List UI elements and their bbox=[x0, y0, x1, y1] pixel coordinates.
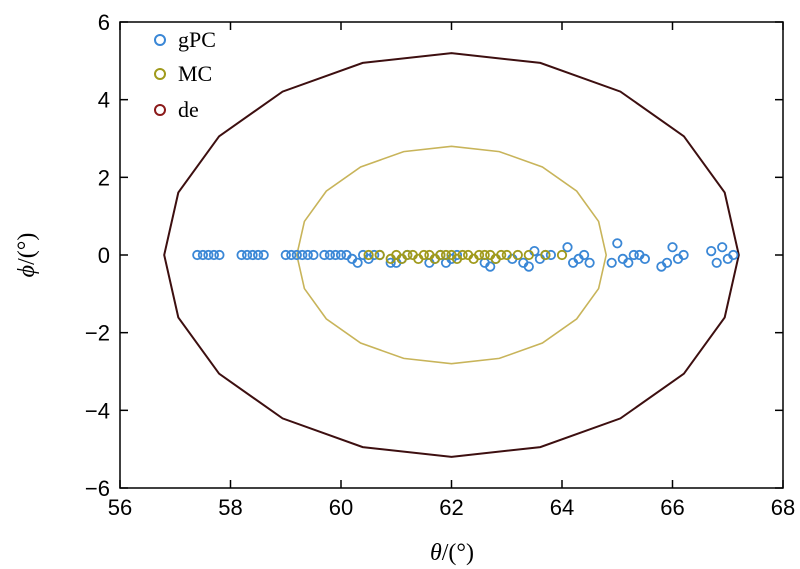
mc-point bbox=[496, 249, 507, 261]
y-tick-label: −4 bbox=[85, 398, 110, 423]
mc-point bbox=[512, 249, 523, 261]
points-layer bbox=[192, 238, 739, 272]
inner-boundary bbox=[295, 145, 608, 365]
gpc-point bbox=[706, 246, 717, 257]
x-tick-label: 64 bbox=[550, 495, 574, 520]
gpc-point bbox=[628, 249, 639, 261]
y-axis-symbol: ϕ bbox=[14, 265, 40, 277]
gpc-point bbox=[578, 249, 590, 261]
gpc-point bbox=[286, 249, 297, 261]
gpc-point bbox=[562, 242, 573, 253]
mc-point bbox=[501, 249, 512, 261]
gpc-point bbox=[197, 249, 208, 261]
y-tick-label: 0 bbox=[98, 243, 110, 268]
gpc-point bbox=[369, 249, 380, 261]
gpc-point bbox=[319, 249, 330, 261]
legend-label-gpc: gPC bbox=[178, 27, 216, 52]
y-tick-label: −2 bbox=[85, 321, 110, 346]
gpc-point bbox=[203, 249, 214, 261]
gpc-point bbox=[297, 249, 308, 261]
gpc-point bbox=[667, 242, 678, 253]
gpc-point bbox=[623, 257, 634, 268]
gpc-point bbox=[236, 249, 247, 261]
gpc-point bbox=[192, 249, 203, 261]
gpc-point bbox=[678, 249, 689, 261]
mc-point bbox=[473, 249, 485, 261]
y-tick-label: 2 bbox=[98, 165, 110, 190]
gpc-point bbox=[280, 249, 291, 261]
legend-marker-gpc bbox=[154, 34, 166, 46]
gpc-point bbox=[584, 257, 595, 268]
legend-marker-mc bbox=[154, 68, 166, 80]
y-tick-label: 4 bbox=[98, 88, 110, 113]
x-tick-label: 62 bbox=[439, 495, 463, 520]
gpc-point bbox=[258, 249, 269, 261]
y-axis-label: ϕ/(°) bbox=[14, 233, 40, 278]
boundary-layer bbox=[163, 52, 740, 458]
gpc-point bbox=[208, 249, 219, 261]
gpc-point bbox=[242, 249, 253, 261]
mc-point bbox=[523, 249, 534, 261]
legend: gPC MC de bbox=[154, 27, 216, 122]
gpc-point bbox=[253, 249, 264, 261]
gpc-point bbox=[352, 257, 363, 268]
gpc-point bbox=[451, 249, 463, 261]
gpc-point bbox=[545, 249, 557, 261]
x-axis-unit: /(°) bbox=[442, 540, 474, 566]
x-axis-symbol: θ bbox=[430, 540, 442, 566]
gpc-point bbox=[612, 238, 623, 249]
gpc-point bbox=[324, 249, 335, 261]
legend-marker-de bbox=[154, 104, 166, 116]
x-tick-label: 68 bbox=[771, 495, 795, 520]
outer-boundary bbox=[163, 52, 740, 458]
mc-point bbox=[435, 249, 446, 261]
gpc-point bbox=[385, 257, 396, 268]
x-tick-label: 58 bbox=[218, 495, 242, 520]
x-tick-label: 60 bbox=[329, 495, 353, 520]
y-axis-unit: /(°) bbox=[14, 233, 40, 265]
mc-point bbox=[440, 249, 452, 261]
gpc-point bbox=[302, 249, 313, 261]
x-axis-label: θ/(°) bbox=[430, 540, 474, 566]
gpc-point bbox=[335, 249, 347, 261]
mc-point bbox=[363, 249, 374, 261]
gpc-point bbox=[661, 257, 673, 268]
tick-layer: 56 58 60 62 64 66 68 −6 −4 −2 0 2 4 6 bbox=[85, 10, 795, 520]
mc-point bbox=[402, 249, 413, 261]
mc-point bbox=[540, 249, 551, 261]
gpc-point bbox=[523, 261, 534, 272]
gpc-point bbox=[711, 257, 722, 268]
gpc-point bbox=[291, 249, 302, 261]
gpc-point bbox=[639, 253, 651, 264]
mc-point bbox=[479, 249, 490, 261]
legend-label-mc: MC bbox=[178, 61, 212, 86]
x-tick-label: 66 bbox=[660, 495, 684, 520]
gpc-point bbox=[308, 249, 319, 261]
y-tick-label: −6 bbox=[85, 476, 110, 501]
gpc-point bbox=[330, 249, 341, 261]
gpc-point bbox=[717, 242, 728, 253]
mc-point bbox=[374, 249, 385, 261]
mc-point bbox=[457, 249, 468, 261]
gpc-point bbox=[247, 249, 258, 261]
gpc-point bbox=[485, 261, 496, 272]
legend-label-de: de bbox=[178, 97, 199, 122]
x-tick-label: 56 bbox=[108, 495, 132, 520]
mc-point bbox=[556, 249, 568, 261]
y-tick-label: 6 bbox=[98, 10, 110, 35]
gpc-point bbox=[214, 249, 225, 261]
gpc-point bbox=[728, 249, 739, 261]
mc-point bbox=[418, 249, 429, 261]
gpc-point bbox=[606, 257, 617, 268]
